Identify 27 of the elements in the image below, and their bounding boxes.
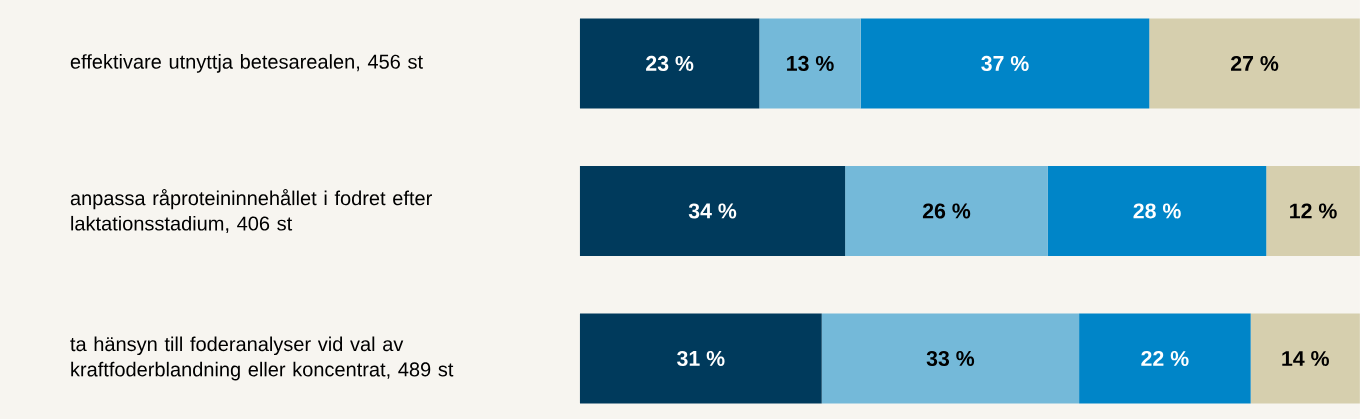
bar [759, 18, 861, 109]
y-tick-label: ta hänsyn till foderanalyser vid val av kraftfoderblandning eller koncentrat, 489 st [70, 336, 454, 381]
data-label: 31 % [677, 350, 725, 367]
data-label: 23 % [646, 55, 694, 71]
data-label: 26 % [922, 203, 971, 219]
bar [1266, 165, 1360, 256]
y-tick-label: anpassa råproteininnehållet i fodret efter laktationsstadium, 406 st [70, 188, 432, 233]
data-label: 13 % [787, 55, 834, 71]
bar [579, 165, 846, 256]
data-label: 27 % [1231, 55, 1279, 71]
bar [821, 313, 1080, 404]
data-label: 14 % [1282, 350, 1329, 366]
data-label: 12 % [1290, 203, 1337, 219]
bar [579, 313, 822, 404]
bar [1149, 18, 1360, 109]
data-label: 37 % [981, 55, 1029, 71]
bar [860, 18, 1150, 109]
bar [1250, 313, 1360, 404]
data-label: 22 % [1141, 350, 1189, 367]
data-label: 28 % [1133, 203, 1181, 219]
bar [579, 18, 760, 109]
data-label: 34 % [688, 203, 737, 219]
bar [1047, 165, 1267, 256]
bar [1079, 313, 1251, 404]
y-tick-label: effektivare utnyttja betesarealen, 456 st [70, 54, 423, 73]
data-label: 33 % [926, 350, 975, 367]
bar [845, 165, 1048, 256]
